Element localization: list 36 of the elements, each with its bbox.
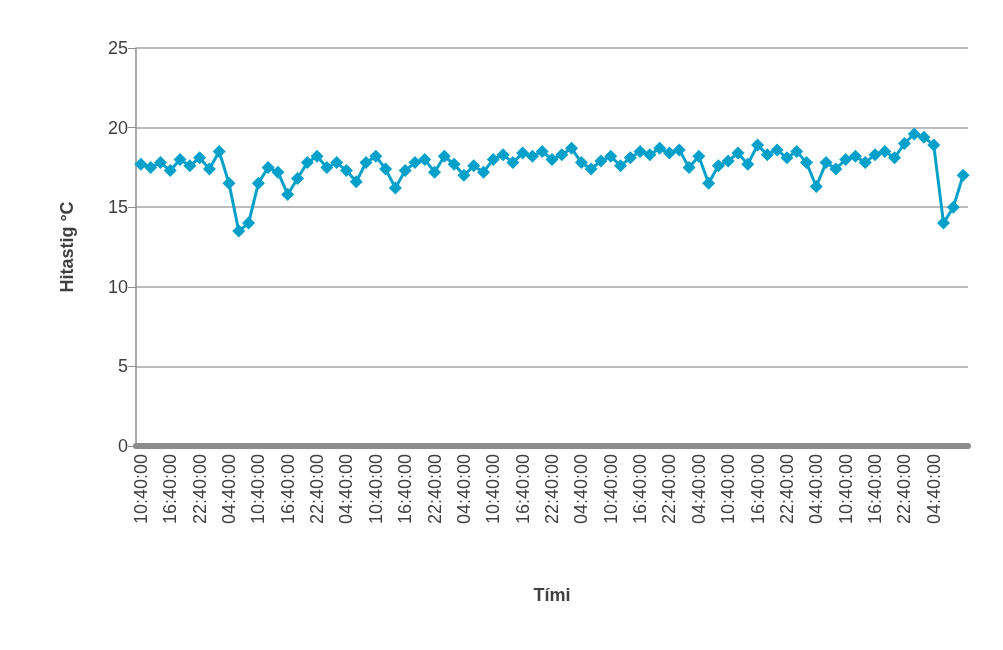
x-tick-label: 16:40:00: [160, 454, 181, 525]
x-tick-label: 10:40:00: [718, 454, 739, 525]
x-tick-label: 22:40:00: [894, 454, 915, 525]
y-tick-label: 5: [117, 356, 128, 377]
y-tick-label: 20: [107, 117, 128, 138]
x-tick-label: 22:40:00: [659, 454, 680, 525]
x-tick-label: 04:40:00: [218, 454, 239, 525]
x-tick-label: 10:40:00: [248, 454, 269, 525]
x-tick-label: 22:40:00: [189, 454, 210, 525]
x-tick-label: 22:40:00: [307, 454, 328, 525]
y-tick-label: 15: [107, 197, 128, 218]
y-tick-label: 25: [107, 38, 128, 58]
y-tick-label: 10: [107, 276, 128, 297]
x-tick-label: 04:40:00: [688, 454, 709, 525]
x-tick-label: 10:40:00: [835, 454, 856, 525]
x-tick-label: 10:40:00: [600, 454, 621, 525]
x-tick-label: 22:40:00: [542, 454, 562, 525]
x-tick-label: 10:40:00: [483, 454, 504, 525]
x-tick-label: 10:40:00: [130, 454, 151, 525]
x-tick-label: 16:40:00: [865, 454, 886, 525]
x-tick-label: 22:40:00: [424, 454, 445, 525]
x-tick-label: 04:40:00: [806, 454, 827, 525]
x-tick-label: 16:40:00: [395, 454, 416, 525]
x-tick-label: 04:40:00: [571, 454, 592, 525]
x-axis-title: Tími: [533, 585, 571, 605]
x-tick-label: 16:40:00: [630, 454, 651, 525]
x-tick-label: 04:40:00: [923, 454, 944, 525]
x-tick-label: 16:40:00: [512, 454, 533, 525]
y-axis-title: Hitastig °C: [57, 201, 77, 293]
x-tick-label: 16:40:00: [277, 454, 298, 525]
x-tick-label: 04:40:00: [336, 454, 357, 525]
x-tick-label: 22:40:00: [776, 454, 797, 525]
x-tick-label: 04:40:00: [453, 454, 474, 525]
x-tick-label: 16:40:00: [747, 454, 768, 525]
y-tick-label: 0: [117, 436, 128, 456]
x-tick-label: 10:40:00: [365, 454, 386, 525]
